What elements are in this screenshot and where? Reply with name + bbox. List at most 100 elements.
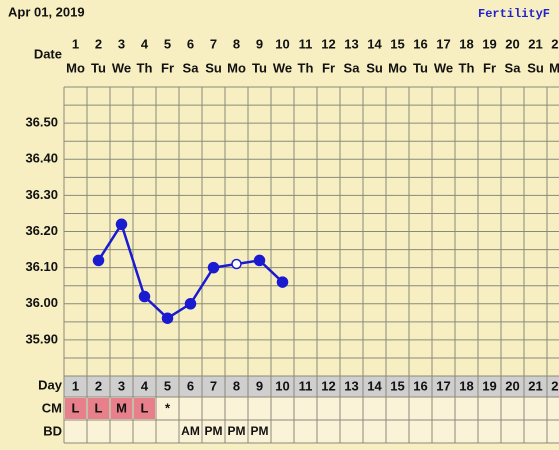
day-number: 16 <box>413 378 427 393</box>
day-number: 1 <box>72 378 79 393</box>
weekday: Th <box>298 60 314 75</box>
cm-cell <box>111 398 132 419</box>
chart-date: Apr 01, 2019 <box>8 4 85 19</box>
weekday: Mo <box>66 60 85 75</box>
weekday: Mo <box>227 60 246 75</box>
cm-value: L <box>95 400 103 415</box>
date-number: 12 <box>321 36 335 51</box>
day-number: 5 <box>164 378 171 393</box>
cm-value: L <box>72 400 80 415</box>
bd-value: PM <box>251 424 269 438</box>
y-tick-label: 36.20 <box>25 223 58 238</box>
cm-value: M <box>116 400 127 415</box>
weekday: Tu <box>413 60 428 75</box>
cm-value: * <box>165 400 171 415</box>
temperature-point <box>207 261 220 274</box>
cm-cell <box>65 398 86 419</box>
day-number: 8 <box>233 378 240 393</box>
date-number: 11 <box>299 36 313 51</box>
weekday: We <box>273 60 292 75</box>
date-number: 15 <box>390 36 404 51</box>
weekday: Sa <box>505 60 522 75</box>
day-number: 11 <box>299 378 313 393</box>
weekday: Th <box>459 60 475 75</box>
day-number: 21 <box>528 378 542 393</box>
weekday: Mo <box>549 60 559 75</box>
weekday: Sa <box>183 60 200 75</box>
date-number: 2 <box>95 36 102 51</box>
temperature-point <box>115 218 128 231</box>
date-number: 5 <box>164 36 171 51</box>
day-row-label: Day <box>38 377 63 392</box>
bd-row-bg <box>64 420 559 443</box>
bd-value: PM <box>228 424 246 438</box>
date-number: 20 <box>505 36 519 51</box>
weekday: Fr <box>161 60 174 75</box>
date-number: 4 <box>141 36 149 51</box>
day-number: 19 <box>482 378 496 393</box>
date-number: 8 <box>233 36 240 51</box>
date-number: 21 <box>528 36 542 51</box>
day-number: 14 <box>367 378 382 393</box>
day-number: 13 <box>344 378 358 393</box>
weekday: Mo <box>388 60 407 75</box>
weekday: Tu <box>252 60 267 75</box>
bd-row-label: BD <box>43 423 62 438</box>
date-number: 18 <box>459 36 473 51</box>
day-number: 17 <box>436 378 450 393</box>
cm-row-label: CM <box>42 400 62 415</box>
date-number: 16 <box>413 36 427 51</box>
date-number: 9 <box>256 36 263 51</box>
weekday: We <box>434 60 453 75</box>
temperature-point <box>231 258 242 270</box>
cm-cell <box>134 398 155 419</box>
y-tick-label: 36.40 <box>25 151 58 166</box>
cm-value: L <box>141 400 149 415</box>
weekday: Fr <box>322 60 335 75</box>
day-row-bg <box>64 376 559 397</box>
date-number: 10 <box>275 36 289 51</box>
brand: FertilityF <box>478 7 550 21</box>
day-number: 18 <box>459 378 473 393</box>
temperature-point <box>184 298 197 310</box>
y-tick-label: 36.30 <box>25 187 58 202</box>
day-number: 20 <box>505 378 519 393</box>
y-tick-label: 35.90 <box>25 331 58 346</box>
day-number: 7 <box>210 378 217 393</box>
date-number: 19 <box>482 36 496 51</box>
y-tick-label: 36.50 <box>25 115 58 130</box>
date-number: 22 <box>551 36 559 51</box>
day-number: 6 <box>187 378 194 393</box>
weekday: Sa <box>344 60 361 75</box>
y-tick-label: 36.00 <box>25 295 58 310</box>
y-tick-label: 36.10 <box>25 259 58 274</box>
date-number: 13 <box>344 36 358 51</box>
temperature-point <box>161 312 174 324</box>
temperature-point <box>253 254 266 267</box>
date-label: Date <box>34 46 62 61</box>
temperature-point <box>276 276 289 288</box>
day-number: 10 <box>275 378 289 393</box>
date-number: 1 <box>72 36 79 51</box>
weekday: We <box>112 60 131 75</box>
day-number: 3 <box>118 378 125 393</box>
cm-cell <box>88 398 109 419</box>
day-number: 12 <box>321 378 335 393</box>
day-number: 22 <box>551 378 559 393</box>
bd-value: AM <box>181 424 200 438</box>
cm-row-bg <box>64 397 559 420</box>
weekday: Fr <box>483 60 496 75</box>
weekday: Th <box>137 60 153 75</box>
date-number: 14 <box>367 36 382 51</box>
date-number: 3 <box>118 36 125 51</box>
day-number: 4 <box>141 378 149 393</box>
day-number: 9 <box>256 378 263 393</box>
weekday: Su <box>527 60 544 75</box>
temperature-point <box>92 254 105 267</box>
bd-value: PM <box>205 424 223 438</box>
date-number: 7 <box>210 36 217 51</box>
date-number: 6 <box>187 36 194 51</box>
